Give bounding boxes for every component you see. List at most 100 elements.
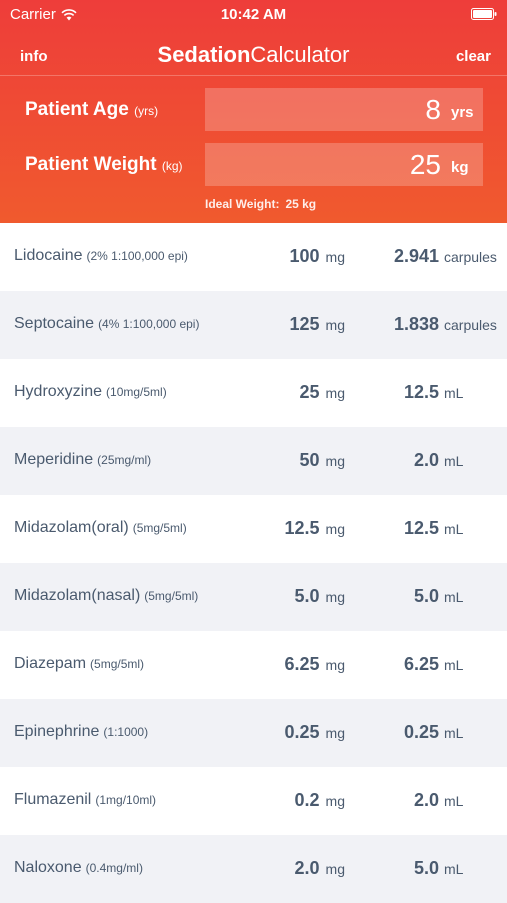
drug-concentration: (5mg/5ml) — [90, 657, 145, 671]
drug-dose: 25 mg — [300, 382, 345, 403]
drug-row-diazepam: Diazepam (5mg/5ml) 6.25 mg 6.25 mL — [0, 631, 507, 699]
drug-dose: 100 mg — [290, 246, 346, 267]
age-label: Patient Age (yrs) — [25, 99, 158, 121]
volume-unit: mL — [444, 385, 464, 401]
ideal-weight-value: 25 kg — [285, 197, 317, 211]
drug-name: Flumazenil (1mg/10ml) — [14, 791, 156, 809]
drug-volume: 2.0 — [413, 790, 439, 810]
dose-unit: mg — [325, 793, 345, 809]
age-label-unit: (yrs) — [134, 104, 159, 118]
drug-volume: 12.5 — [403, 518, 439, 538]
drug-concentration: (4% 1:100,000 epi) — [98, 317, 200, 331]
drug-dose: 0.2 mg — [295, 790, 345, 811]
dose-unit: mg — [325, 453, 345, 469]
weight-label-text: Patient Weight — [25, 154, 157, 175]
status-bar: Carrier 10:42 AM — [0, 0, 507, 28]
age-unit: yrs — [451, 104, 474, 121]
drug-dose: 6.25 mg — [285, 654, 346, 675]
ideal-weight: Ideal Weight: 25 kg — [205, 197, 316, 211]
volume-unit: mL — [444, 793, 464, 809]
clear-button[interactable]: clear — [455, 48, 491, 65]
battery-icon — [471, 8, 497, 20]
carrier: Carrier — [10, 6, 77, 23]
nav-bar: info SedationCalculator clear — [0, 36, 507, 74]
age-row: Patient Age (yrs) 8 yrs — [0, 88, 507, 132]
drug-volume: 2.0 — [413, 450, 439, 470]
drug-concentration: (25mg/ml) — [97, 453, 152, 467]
dose-unit: mg — [325, 589, 345, 605]
drug-concentration: (2% 1:100,000 epi) — [86, 249, 188, 263]
volume-unit: mL — [444, 521, 464, 537]
header: Carrier 10:42 AM info SedationCalculator… — [0, 0, 507, 223]
weight-unit: kg — [451, 159, 469, 176]
drug-name: Diazepam (5mg/5ml) — [14, 655, 144, 673]
drug-row-flumazenil: Flumazenil (1mg/10ml) 0.2 mg 2.0 mL — [0, 767, 507, 835]
drug-row-hydroxyzine: Hydroxyzine (10mg/5ml) 25 mg 12.5 mL — [0, 359, 507, 427]
drug-dose: 50 mg — [300, 450, 345, 471]
drug-list: Lidocaine (2% 1:100,000 epi) 100 mg 2.941 … — [0, 223, 507, 903]
drug-name: Epinephrine (1:1000) — [14, 723, 148, 741]
dose-value: 50 — [299, 450, 320, 470]
drug-concentration: (0.4mg/ml) — [85, 861, 143, 875]
dose-unit: mg — [325, 249, 345, 265]
volume-unit: carpules — [444, 317, 497, 333]
drug-volume: 2.941 — [393, 246, 439, 266]
dose-value: 0.2 — [294, 790, 320, 810]
dose-unit: mg — [325, 521, 345, 537]
drug-volume: 12.5 — [403, 382, 439, 402]
drug-concentration: (10mg/5ml) — [106, 385, 167, 399]
volume-unit: mL — [444, 861, 464, 877]
app-title: SedationCalculator — [0, 42, 507, 68]
carrier-label: Carrier — [10, 6, 56, 23]
volume-unit: mL — [444, 453, 464, 469]
wifi-icon — [61, 8, 77, 20]
age-input[interactable]: 8 yrs — [205, 88, 483, 131]
drug-concentration: (1mg/10ml) — [95, 793, 157, 807]
drug-name-text: Diazepam — [14, 655, 87, 672]
dose-unit: mg — [325, 725, 345, 741]
drug-name-text: Meperidine — [14, 451, 94, 468]
weight-input[interactable]: 25 kg — [205, 143, 483, 186]
drug-concentration: (1:1000) — [103, 725, 149, 739]
dose-unit: mg — [325, 317, 345, 333]
info-button[interactable]: info — [20, 48, 48, 65]
weight-label-unit: (kg) — [161, 159, 183, 173]
drug-row-epinephrine: Epinephrine (1:1000) 0.25 mg 0.25 mL — [0, 699, 507, 767]
age-label-text: Patient Age — [25, 99, 129, 120]
ideal-weight-label: Ideal Weight: — [205, 197, 280, 211]
drug-name: Septocaine (4% 1:100,000 epi) — [14, 315, 199, 333]
drug-name-text: Naloxone — [14, 859, 82, 876]
drug-name-text: Epinephrine — [14, 723, 100, 740]
drug-volume: 6.25 — [403, 654, 439, 674]
weight-label: Patient Weight (kg) — [25, 154, 183, 176]
drug-volume: 5.0 — [413, 858, 439, 878]
volume-unit: carpules — [444, 249, 497, 265]
drug-volume: 5.0 — [413, 586, 439, 606]
age-value: 8 — [425, 93, 441, 125]
dose-unit: mg — [325, 861, 345, 877]
drug-volume: 0.25 — [403, 722, 439, 742]
drug-dose: 2.0 mg — [295, 858, 345, 879]
volume-unit: mL — [444, 725, 464, 741]
dose-value: 125 — [289, 314, 320, 334]
drug-name: Midazolam(nasal) (5mg/5ml) — [14, 587, 198, 605]
drug-name: Meperidine (25mg/ml) — [14, 451, 151, 469]
volume-unit: mL — [444, 657, 464, 673]
weight-value: 25 — [409, 148, 441, 180]
dose-value: 6.25 — [284, 654, 320, 674]
nav-divider — [0, 75, 507, 76]
drug-name-text: Septocaine — [14, 315, 95, 332]
drug-name: Midazolam(oral) (5mg/5ml) — [14, 519, 187, 537]
drug-row-septocaine: Septocaine (4% 1:100,000 epi) 125 mg 1.838… — [0, 291, 507, 359]
drug-dose: 5.0 mg — [295, 586, 345, 607]
dose-value: 100 — [289, 246, 320, 266]
drug-concentration: (5mg/5ml) — [144, 589, 199, 603]
volume-unit: mL — [444, 589, 464, 605]
drug-row-midazolam-oral: Midazolam(oral) (5mg/5ml) 12.5 mg 12.5 mL — [0, 495, 507, 563]
drug-name: Lidocaine (2% 1:100,000 epi) — [14, 247, 188, 265]
dose-unit: mg — [325, 385, 345, 401]
drug-dose: 12.5 mg — [285, 518, 346, 539]
drug-name: Hydroxyzine (10mg/5ml) — [14, 383, 167, 401]
drug-name-text: Midazolam(oral) — [14, 519, 129, 536]
drug-row-naloxone: Naloxone (0.4mg/ml) 2.0 mg 5.0 mL — [0, 835, 507, 903]
